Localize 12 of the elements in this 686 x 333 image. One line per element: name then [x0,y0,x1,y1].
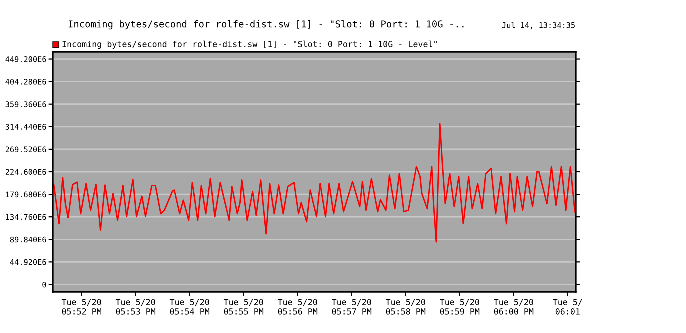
x-tick-label: Tue 5/20 06:00 PM [494,299,534,315]
chart-title: Incoming bytes/second for rolfe-dist.sw [1] - "Slot: 0 Port: 1 10G -.. [68,20,464,30]
x-tick-label: Tue 5/20 05:59 PM [440,299,480,315]
x-tick-label: Tue 5/20 05:54 PM [170,299,210,315]
x-tick-label: Tue 5/20 05:56 PM [278,299,318,315]
x-tick-label: Tue 5/20 05:53 PM [116,299,156,315]
x-tick-label: Tue 5/20 05:58 PM [386,299,426,315]
legend-label: Incoming bytes/second for rolfe-dist.sw [1] - "Slot: 0 Port: 1 10G - Level" [62,40,437,50]
x-tick-label: Tue 5/20 05:55 PM [224,299,264,315]
x-tick-label: Tue 5/ 06:01 [553,299,582,315]
x-tick-label: Tue 5/20 05:52 PM [62,299,102,315]
x-tick-label: Tue 5/20 05:57 PM [332,299,372,315]
